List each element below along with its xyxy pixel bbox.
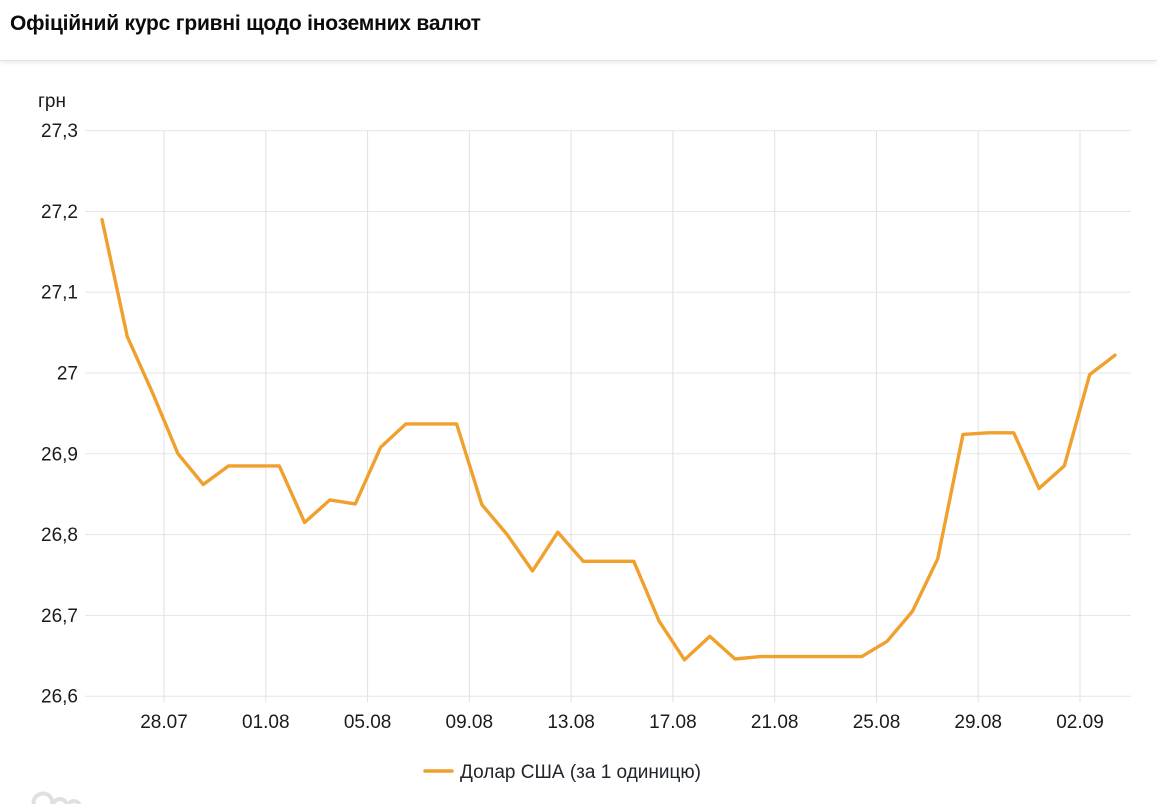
y-tick-label: 26,7 bbox=[41, 606, 78, 627]
x-tick-label: 02.09 bbox=[1056, 712, 1104, 733]
y-tick-label: 26,8 bbox=[41, 525, 78, 546]
widget-header: Офіційний курс гривні щодо іноземних вал… bbox=[0, 0, 1157, 61]
watermark-logo bbox=[31, 791, 82, 804]
legend-item-usd[interactable]: Долар США (за 1 одиницю) bbox=[423, 762, 701, 783]
y-axis-tick-labels: 27,3 27,2 27,1 27 26,9 26,8 26,7 26,6 bbox=[41, 121, 78, 708]
x-tick-label: 05.08 bbox=[344, 712, 392, 733]
x-tick-label: 09.08 bbox=[446, 712, 494, 733]
x-tick-label: 21.08 bbox=[751, 712, 799, 733]
x-tick-label: 29.08 bbox=[954, 712, 1002, 733]
vertical-gridlines bbox=[163, 131, 1081, 703]
y-tick-label: 27,3 bbox=[41, 121, 78, 142]
x-tick-label: 28.07 bbox=[140, 712, 188, 733]
x-tick-label: 13.08 bbox=[547, 712, 595, 733]
y-tick-label: 26,9 bbox=[41, 444, 78, 465]
page-title: Офіційний курс гривні щодо іноземних вал… bbox=[10, 12, 481, 35]
usd-series-line[interactable] bbox=[100, 217, 1117, 662]
x-axis-tick-labels: 28.07 01.08 05.08 09.08 13.08 17.08 21.08 25.08… bbox=[140, 712, 1104, 733]
y-tick-label: 26,6 bbox=[41, 687, 78, 708]
y-tick-label: 27 bbox=[57, 364, 78, 385]
x-tick-label: 17.08 bbox=[649, 712, 697, 733]
legend-label: Долар США (за 1 одиницю) bbox=[460, 762, 701, 783]
x-tick-label: 25.08 bbox=[853, 712, 901, 733]
horizontal-gridlines bbox=[85, 130, 1131, 697]
y-axis-unit-label: грн bbox=[38, 91, 66, 112]
x-tick-label: 01.08 bbox=[242, 712, 290, 733]
y-tick-label: 27,2 bbox=[41, 202, 78, 223]
y-tick-label: 27,1 bbox=[41, 283, 78, 304]
